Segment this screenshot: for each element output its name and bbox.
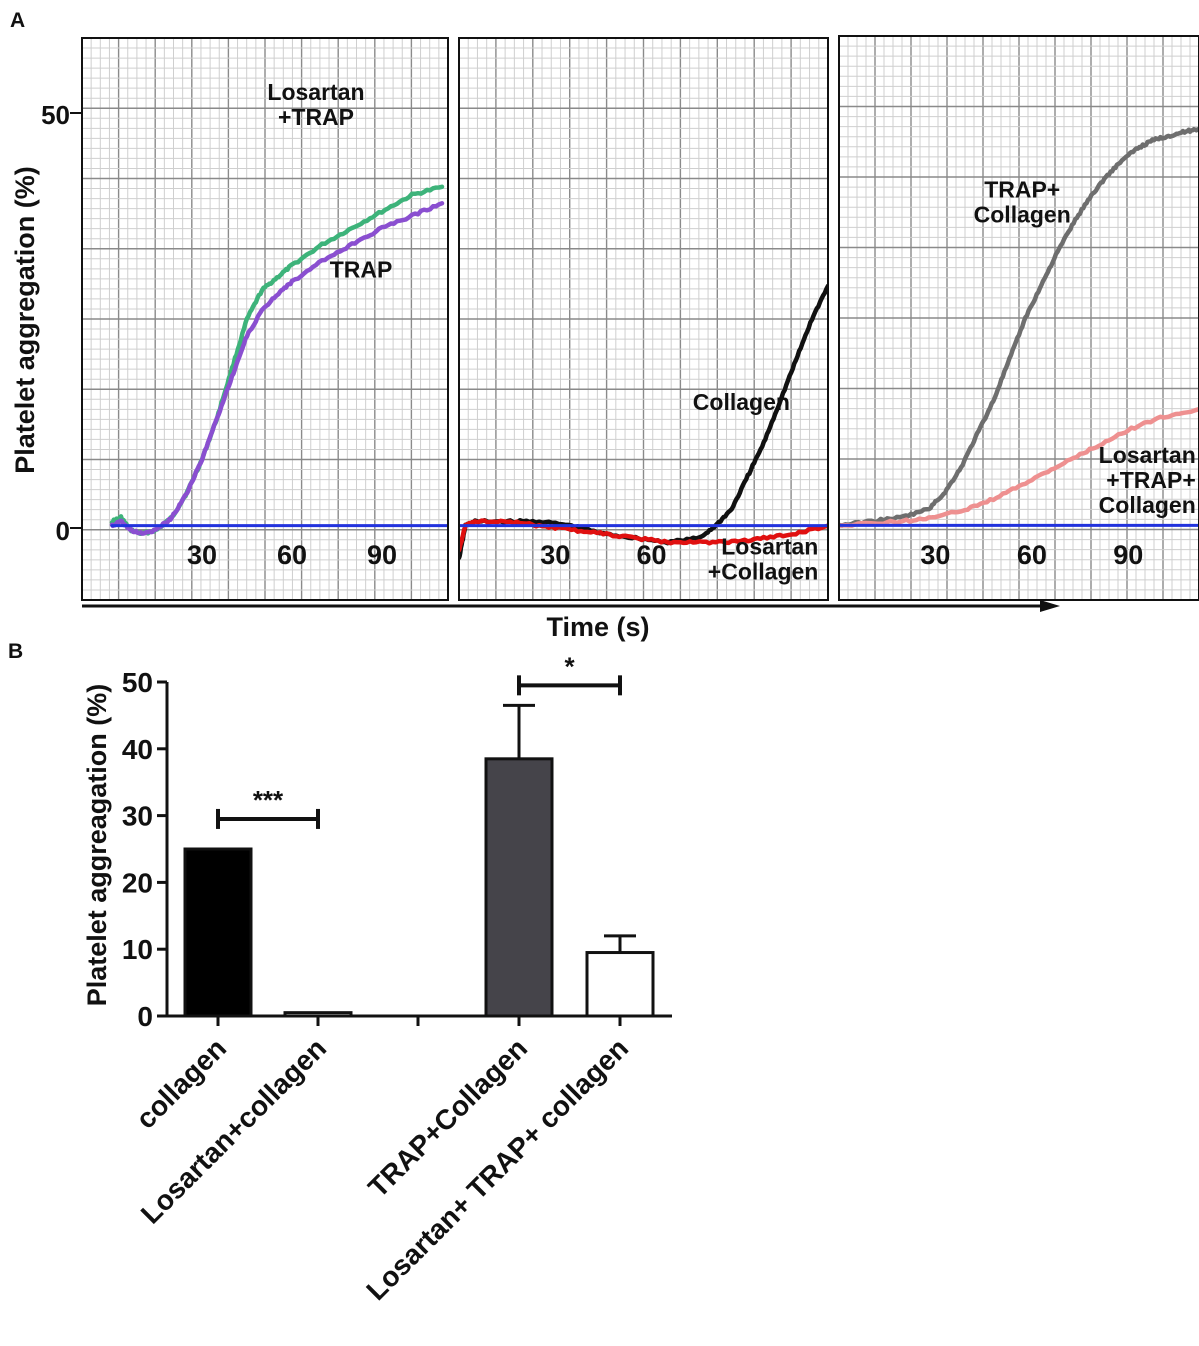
annotation-line: Collagen [974, 202, 1071, 228]
trace-trap [109, 201, 445, 536]
panel-b-letter: B [8, 640, 23, 663]
trace-trap-collagen [839, 126, 1199, 528]
x-tick-label-30: 30 [920, 540, 950, 570]
significance-label: *** [253, 785, 284, 815]
annotation-line: +TRAP+ [1106, 467, 1195, 493]
y-tick-label-10: 10 [122, 934, 153, 965]
trace-annotation: Losartan +TRAP+ Collagen [1099, 442, 1196, 518]
annotation-line: TRAP+ [984, 177, 1060, 203]
series-group [839, 126, 1199, 528]
panel-a1: 30 60 90 Losartan +TRAP TRAP [81, 37, 449, 601]
grid [459, 38, 828, 600]
category-label-0: collagen [130, 1032, 232, 1134]
x-tick-label-90: 90 [367, 540, 397, 570]
x-tick-label-30: 30 [187, 540, 217, 570]
panel-a2: 30 60 Collagen Losartan +Collagen [458, 37, 829, 601]
y-tick-label-50: 50 [122, 667, 153, 698]
x-tick-label-60: 60 [1017, 540, 1047, 570]
annotation-line: Losartan [1099, 442, 1196, 468]
trace-annotation: Collagen [693, 389, 790, 415]
y-tick-label-30: 30 [122, 801, 153, 832]
trace-losartan-trap-collagen [839, 406, 1199, 528]
panel-frame [458, 37, 829, 601]
y-tick-label-20: 20 [122, 867, 153, 898]
panel-frame [81, 37, 449, 601]
annotation-line: Collagen [693, 389, 790, 415]
panel-b-y-label: Platelet aggreagation (%) [82, 684, 112, 1007]
bar-1 [283, 1011, 353, 1018]
panel-frame [838, 35, 1199, 601]
x-tick-label-60: 60 [277, 540, 307, 570]
trace-annotation: Losartan +TRAP [267, 79, 364, 130]
panel-a-y-tick-0: 0 [56, 516, 70, 546]
trace-annotation: TRAP [330, 257, 393, 283]
annotation-line: Losartan [267, 79, 364, 105]
series-group [459, 283, 828, 561]
trace-annotation: TRAP+ Collagen [974, 177, 1071, 228]
y-tick-label-0: 0 [137, 1001, 153, 1032]
annotation-line: Collagen [1099, 492, 1196, 518]
panel-a: A Platelet aggregation (%) 50 0 30 60 90 Lo… [10, 9, 1199, 642]
trace-annotation: Losartan +Collagen [708, 534, 819, 585]
series-group [109, 184, 448, 536]
panel-a-y-tick-50: 50 [41, 100, 70, 130]
panel-a-x-label: Time (s) [546, 612, 649, 642]
trace-losartan-collagen [459, 518, 828, 553]
panel-a-letter: A [10, 9, 25, 32]
annotation-line: +TRAP [278, 104, 354, 130]
annotation-line: TRAP [330, 257, 393, 283]
annotation-line: +Collagen [708, 559, 819, 585]
x-tick-label-30: 30 [540, 540, 570, 570]
significance-label: * [564, 651, 575, 681]
x-tick-label-60: 60 [636, 540, 666, 570]
bar-3 [484, 757, 554, 1018]
time-axis-arrowhead [1040, 600, 1060, 612]
panel-b: B Platelet aggreagation (%) 0 10 20 30 40 50 c… [8, 640, 672, 1306]
category-label-1: Losartan+collagen [135, 1032, 332, 1229]
bar-4 [585, 951, 655, 1018]
panel-a-y-label: Platelet aggregation (%) [10, 166, 40, 474]
grid [82, 38, 448, 600]
bar-0 [183, 847, 253, 1018]
y-tick-label-40: 40 [122, 734, 153, 765]
x-tick-label-90: 90 [1113, 540, 1143, 570]
annotation-line: Losartan [721, 534, 818, 560]
